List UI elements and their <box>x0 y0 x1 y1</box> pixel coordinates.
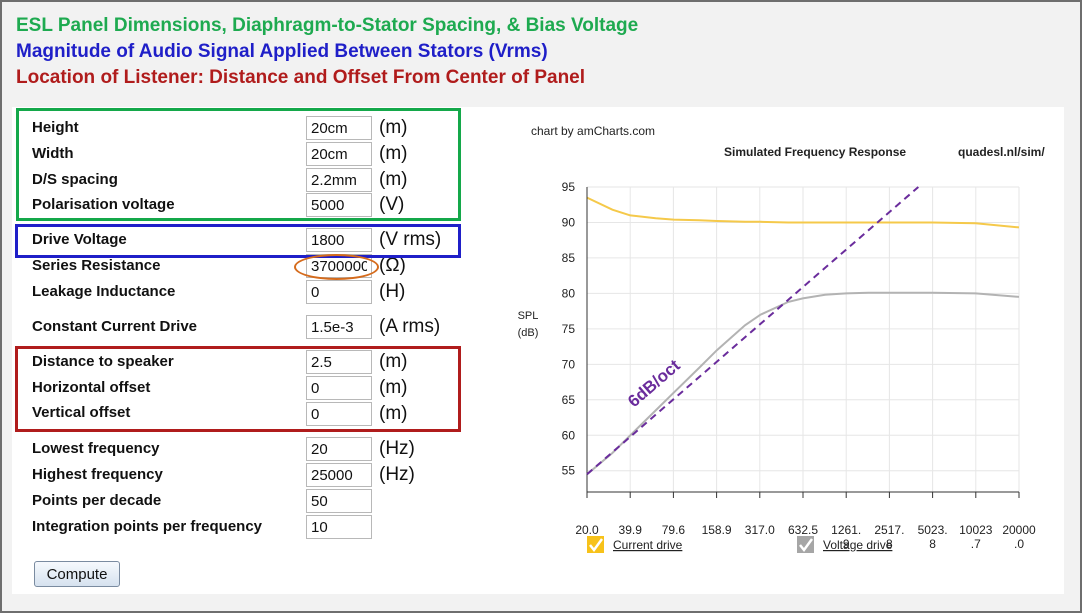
height-unit: (m) <box>379 117 408 138</box>
width-label: Width <box>32 145 74 162</box>
legend-current-drive-label[interactable]: Current drive <box>613 538 683 552</box>
compute-button[interactable]: Compute <box>34 561 120 587</box>
x-tick-label: 20.0 <box>575 523 599 537</box>
x-tick-label: 317.0 <box>745 523 775 537</box>
drive-voltage-input[interactable] <box>306 228 372 252</box>
heading-listener: Location of Listener: Distance and Offse… <box>16 67 586 88</box>
leakage-inductance-unit: (H) <box>379 281 406 302</box>
y-axis-label-spl: SPL <box>518 310 539 322</box>
x-tick-label: 2517. <box>874 523 904 537</box>
polarisation-voltage-label: Polarisation voltage <box>32 196 175 213</box>
checkmark-icon <box>799 538 814 553</box>
height-input[interactable] <box>306 116 372 140</box>
y-axis-label-db: (dB) <box>518 327 539 339</box>
x-tick-label: .7 <box>971 537 981 551</box>
x-tick-label: 158.9 <box>702 523 732 537</box>
x-tick-label: 9 <box>843 537 850 551</box>
ds-spacing-label: D/S spacing <box>32 171 118 188</box>
chart-title: Simulated Frequency Response <box>724 145 906 159</box>
drive-voltage-unit: (V rms) <box>379 229 442 250</box>
y-tick-label: 85 <box>562 251 576 265</box>
distance-label: Distance to speaker <box>32 353 174 370</box>
horizontal-offset-label: Horizontal offset <box>32 379 151 396</box>
chart-source: quadesl.nl/sim/ <box>958 145 1045 159</box>
heading-dimensions: ESL Panel Dimensions, Diaphragm-to-Stato… <box>16 15 639 36</box>
highest-frequency-label: Highest frequency <box>32 466 163 483</box>
height-label: Height <box>32 119 79 136</box>
highest-frequency-unit: (Hz) <box>379 464 415 485</box>
x-tick-label: 1261. <box>831 523 861 537</box>
highest-frequency-input[interactable] <box>306 463 372 487</box>
distance-input[interactable] <box>306 350 372 374</box>
legend-voltage-drive-check[interactable] <box>797 536 814 553</box>
x-tick-label: 79.6 <box>662 523 686 537</box>
polarisation-voltage-input[interactable] <box>306 193 372 217</box>
width-unit: (m) <box>379 143 408 164</box>
series-line-current-drive <box>586 196 1020 229</box>
integration-points-label: Integration points per frequency <box>32 518 263 535</box>
x-tick-label: .0 <box>1014 537 1024 551</box>
constant-current-label: Constant Current Drive <box>32 318 198 335</box>
ds-spacing-input[interactable] <box>306 168 372 192</box>
x-tick-label: 8 <box>929 537 936 551</box>
series-resistance-label: Series Resistance <box>32 257 161 274</box>
polarisation-voltage-unit: (V) <box>379 194 405 215</box>
constant-current-input[interactable] <box>306 315 372 339</box>
vertical-offset-unit: (m) <box>379 403 408 424</box>
constant-current-unit: (A rms) <box>379 316 441 337</box>
x-tick-label: 8 <box>886 537 893 551</box>
vertical-offset-input[interactable] <box>306 402 372 426</box>
series-line-voltage-drive <box>586 291 1020 476</box>
horizontal-offset-input[interactable] <box>306 376 372 400</box>
heading-signal: Magnitude of Audio Signal Applied Betwee… <box>16 41 548 62</box>
ds-spacing-unit: (m) <box>379 169 408 190</box>
y-tick-label: 55 <box>562 464 576 478</box>
y-tick-label: 75 <box>562 322 576 336</box>
y-tick-label: 80 <box>562 286 576 300</box>
y-tick-label: 95 <box>562 180 576 194</box>
integration-points-input[interactable] <box>306 515 372 539</box>
points-per-decade-input[interactable] <box>306 489 372 513</box>
y-tick-label: 60 <box>562 428 576 442</box>
y-tick-label: 65 <box>562 393 576 407</box>
horizontal-offset-unit: (m) <box>379 377 408 398</box>
x-tick-label: 5023. <box>918 523 948 537</box>
y-tick-label: 70 <box>562 357 576 371</box>
lowest-frequency-unit: (Hz) <box>379 438 415 459</box>
x-tick-label: 39.9 <box>619 523 643 537</box>
legend-voltage-drive-label[interactable]: Voltage drive <box>823 538 893 552</box>
width-input[interactable] <box>306 142 372 166</box>
simulator-panel <box>12 107 1064 594</box>
series-resistance-input[interactable] <box>306 254 372 278</box>
chart-credit[interactable]: chart by amCharts.com <box>531 124 655 138</box>
leakage-inductance-label: Leakage Inductance <box>32 283 176 300</box>
legend-current-drive-check[interactable] <box>587 536 604 553</box>
distance-unit: (m) <box>379 351 408 372</box>
drive-voltage-label: Drive Voltage <box>32 231 127 248</box>
series-resistance-unit: (Ω) <box>379 255 406 276</box>
x-tick-label: 10023 <box>959 523 993 537</box>
leakage-inductance-input[interactable] <box>306 280 372 304</box>
points-per-decade-label: Points per decade <box>32 492 162 509</box>
lowest-frequency-label: Lowest frequency <box>32 440 160 457</box>
y-tick-label: 90 <box>562 215 576 229</box>
x-tick-label: 632.5 <box>788 523 818 537</box>
slope-reference-line <box>586 186 920 476</box>
vertical-offset-label: Vertical offset <box>32 404 131 421</box>
checkmark-icon <box>589 538 604 553</box>
x-tick-label: 20000 <box>1002 523 1036 537</box>
lowest-frequency-input[interactable] <box>306 437 372 461</box>
